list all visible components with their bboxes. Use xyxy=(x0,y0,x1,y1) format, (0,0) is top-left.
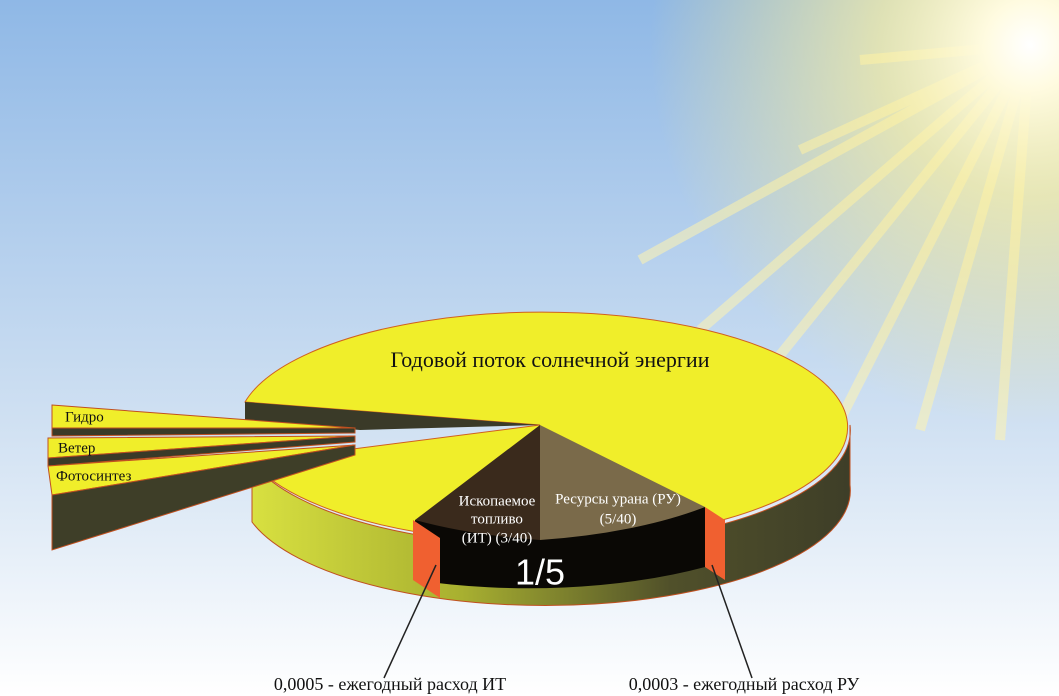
slice-hydro-side xyxy=(51,427,356,437)
main-label: Годовой поток солнечной энергии xyxy=(391,347,710,372)
callout-label: 0,0005 - ежегодный расход ИТ xyxy=(274,674,506,694)
sector-label: Ископаемое xyxy=(459,493,536,509)
callout-line xyxy=(711,564,753,679)
sector-fossil xyxy=(415,425,540,540)
uranium-use xyxy=(705,507,725,580)
center-label: 1/5 xyxy=(515,552,565,593)
sun xyxy=(650,0,1059,425)
sector-label: (5/40) xyxy=(600,511,637,527)
callout-label: 0,0003 - ежегодный расход РУ xyxy=(629,674,860,694)
wedge-wall xyxy=(245,402,540,430)
sector-label: топливо xyxy=(471,511,523,527)
slice-label: Ветер xyxy=(58,440,95,456)
sector-uranium xyxy=(540,425,705,540)
sector-label: Ресурсы урана (РУ) xyxy=(555,491,681,507)
slice-label: Фотосинтез xyxy=(56,468,131,484)
slice-label: Гидро xyxy=(65,409,104,425)
callout-line xyxy=(383,564,437,679)
sector-label: (ИТ) (3/40) xyxy=(462,530,532,546)
slice-wind-side xyxy=(47,435,356,467)
fossil-use xyxy=(413,520,440,598)
slice-photo-side xyxy=(51,444,356,551)
